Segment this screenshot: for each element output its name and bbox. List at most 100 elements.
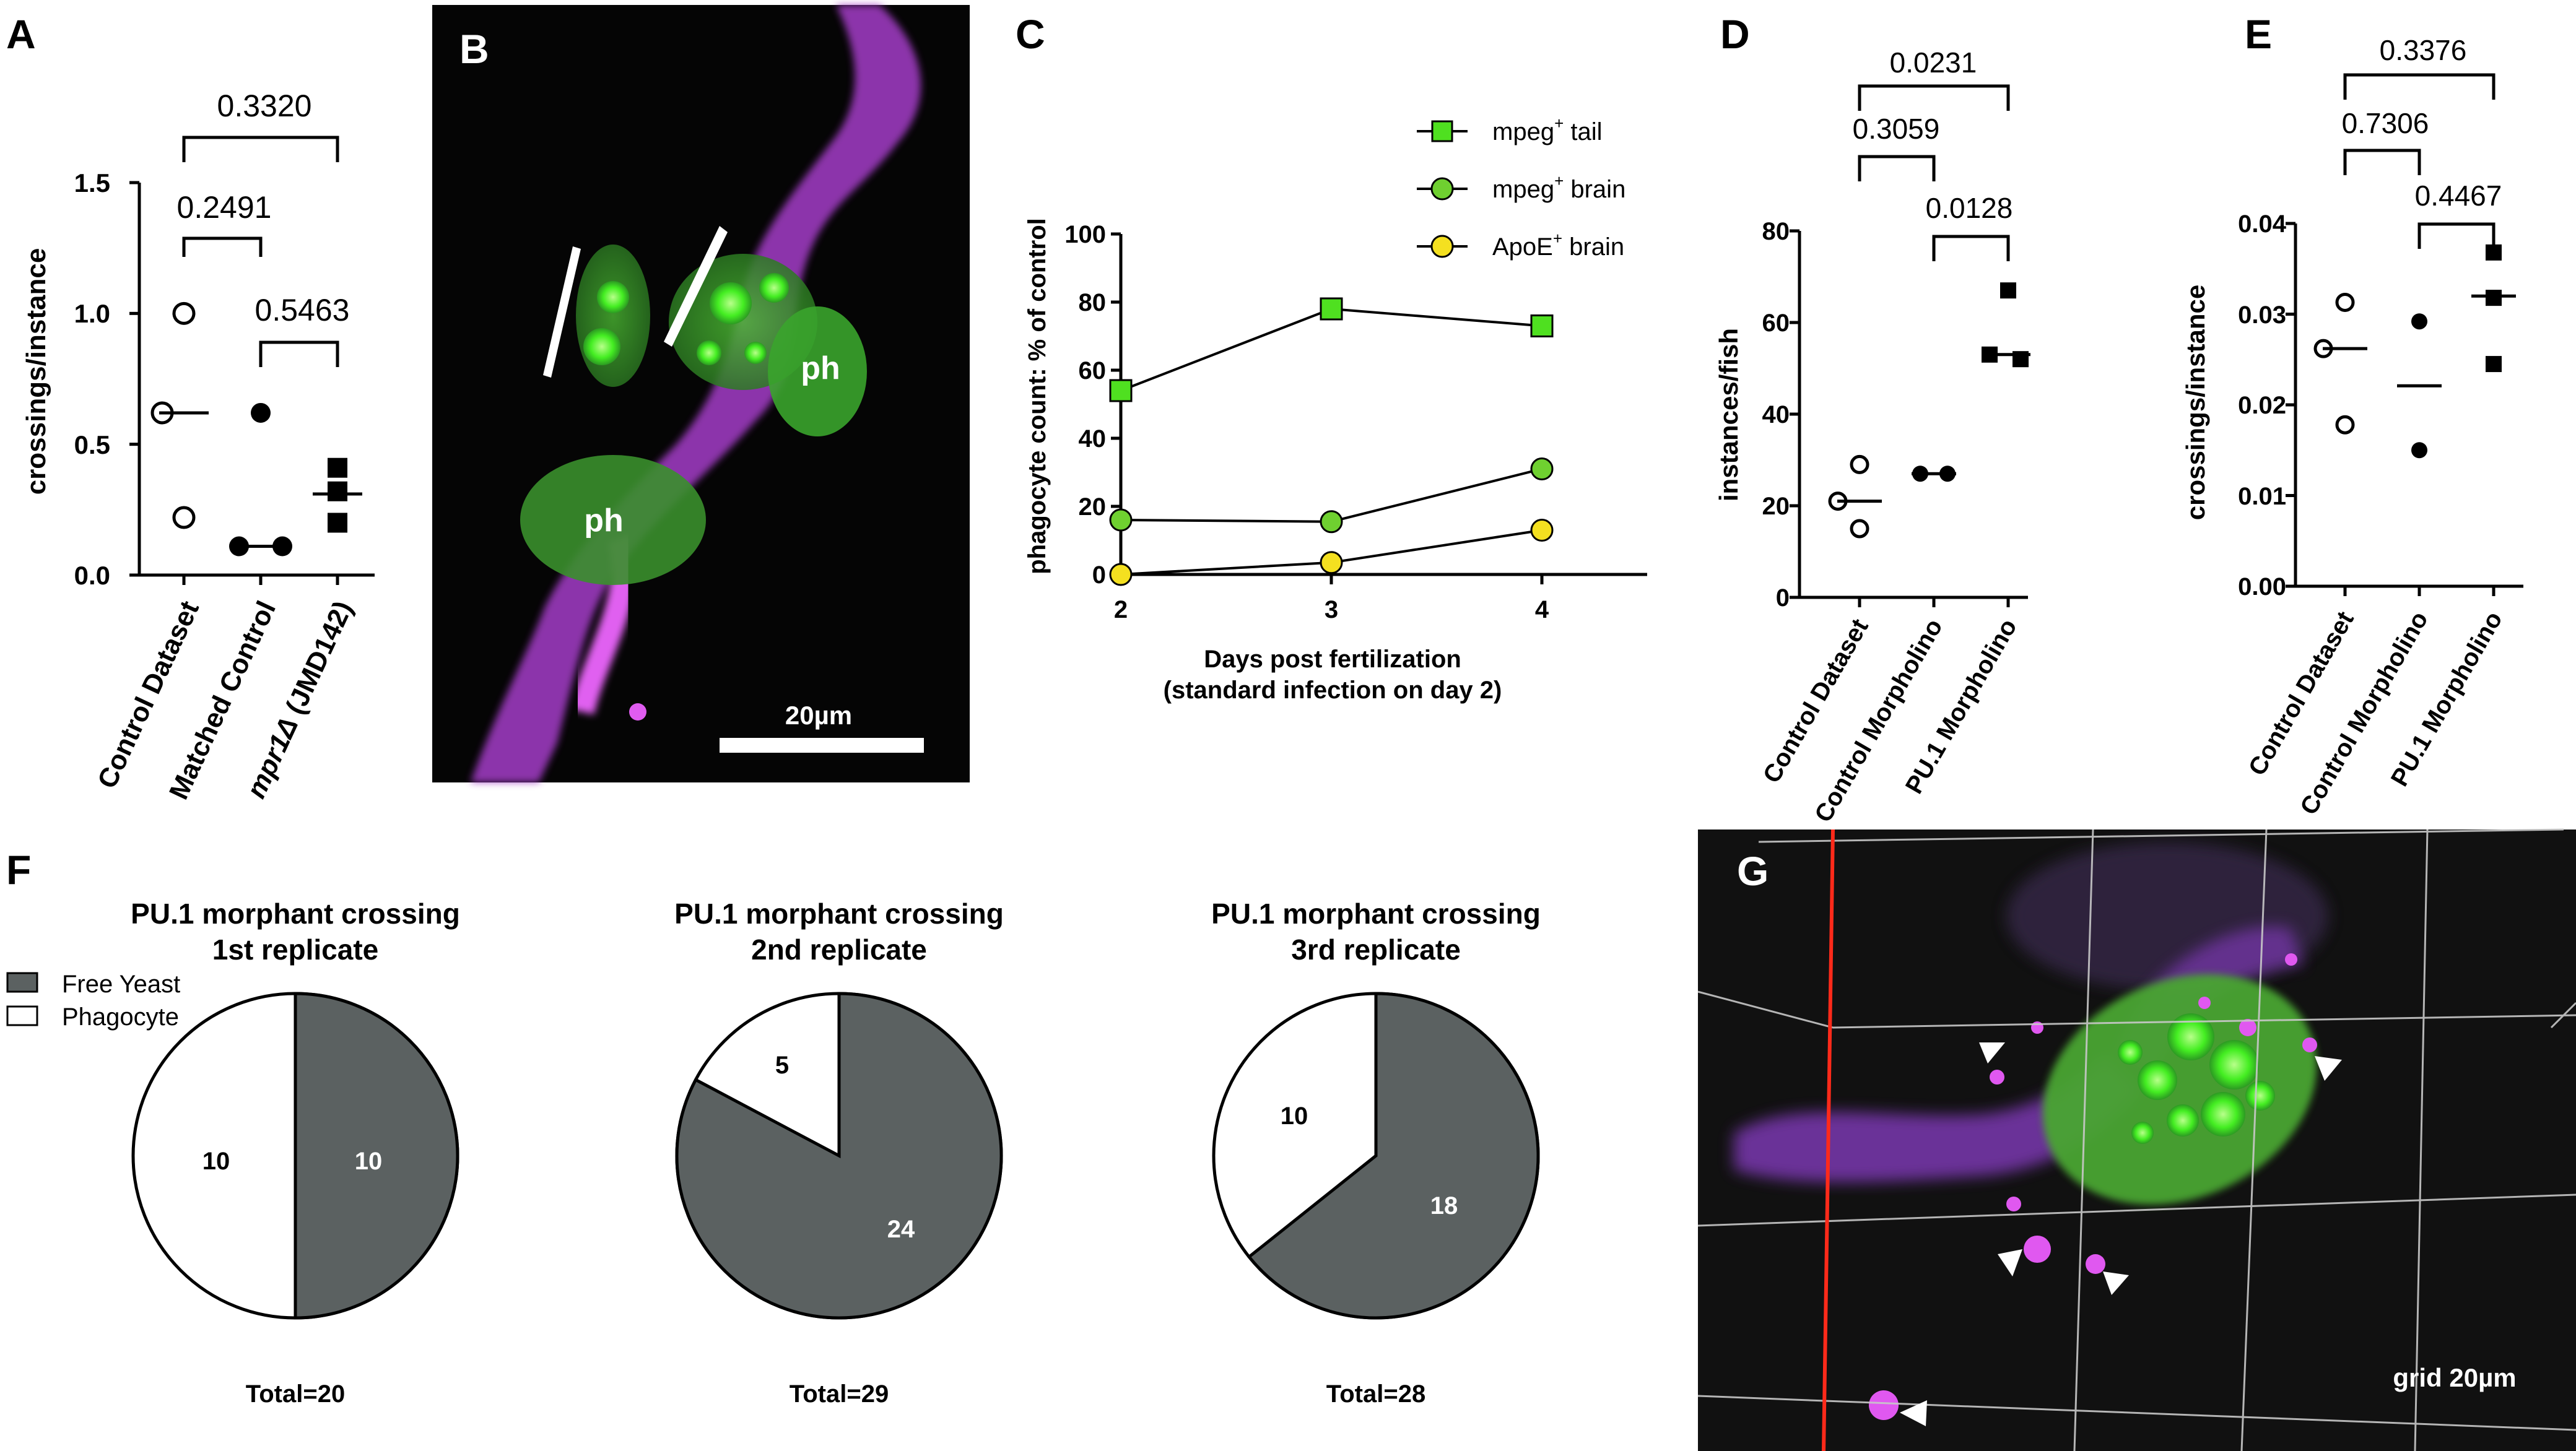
grid-line — [2414, 829, 2429, 1451]
arrowhead-marker — [1900, 1400, 1927, 1426]
phagocyte-label: ph — [801, 350, 840, 386]
pie-subtitle: 1st replicate — [212, 933, 378, 966]
pie-total: Total=20 — [246, 1380, 345, 1408]
open-circle-point — [2335, 292, 2355, 312]
x-tick-label: Control Morpholino — [2295, 607, 2434, 820]
legend-marker-circle — [1430, 235, 1454, 258]
yeast-cell — [583, 328, 620, 365]
significance-bracket — [2343, 73, 2496, 100]
circle-point — [1109, 508, 1133, 532]
legend-label: ApoE+ brain — [1492, 229, 1624, 261]
y-tick-label: 0.0 — [74, 561, 110, 590]
y-tick-label: 20 — [1762, 493, 1790, 520]
panel-letter-c: C — [1016, 11, 1045, 57]
pie-value-label: 10 — [1281, 1102, 1308, 1130]
phagocyte-cell — [768, 306, 867, 436]
y-tick-label: 20 — [1079, 493, 1107, 521]
magenta-spot — [629, 703, 646, 721]
yeast-cell — [2167, 1104, 2199, 1137]
y-tick-labels-e: 0.00 0.01 0.02 0.03 0.04 — [2238, 210, 2287, 600]
y-tick-label: 60 — [1762, 310, 1790, 337]
x-tick-labels-d: Control Dataset Control Morpholino PU.1 … — [1758, 615, 2022, 827]
pie-total: Total=28 — [1326, 1380, 1425, 1408]
circle-point — [1320, 551, 1343, 574]
panel-d: D instances/fish 0 20 40 60 80 Control D… — [1714, 11, 2030, 827]
p-value-label: 0.2491 — [177, 190, 272, 225]
yeast-cluster — [576, 245, 650, 387]
y-tick-label: 80 — [1762, 218, 1790, 245]
filled-square-point — [2000, 282, 2016, 299]
panel-letter-a: A — [6, 11, 36, 57]
significance-bracket — [2417, 222, 2496, 249]
magenta-spot — [1869, 1390, 1899, 1420]
y-axis-label-d: instances/fish — [1714, 328, 1743, 501]
open-circle-point — [172, 301, 196, 325]
y-tick-labels-a: 0.0 0.5 1.0 1.5 — [74, 168, 110, 590]
panel-f: F Free Yeast Phagocyte PU.1 morphant cro… — [6, 847, 1541, 1408]
significance-bracket — [259, 340, 339, 367]
y-tick-label: 0.01 — [2238, 483, 2286, 510]
circle-point — [1530, 457, 1554, 480]
pie-value-label: 10 — [202, 1148, 230, 1175]
grid-line — [1697, 1193, 2576, 1227]
magenta-vessel — [1734, 1052, 2143, 1182]
arrowhead-marker — [2315, 1056, 2342, 1081]
p-value-label: 0.3320 — [217, 89, 312, 123]
y-tick-label: 0.03 — [2238, 301, 2286, 329]
arrowheads — [1900, 1042, 2342, 1426]
filled-square-point — [2486, 290, 2502, 306]
yeast-cell — [759, 273, 789, 303]
yeast-cell — [2118, 1040, 2143, 1065]
pie-slices: 10 10 — [131, 992, 459, 1320]
pie-title: PU.1 morphant crossing — [1211, 898, 1541, 930]
x-tick-label: Control Morpholino — [1809, 615, 1948, 827]
3d-grid — [1697, 828, 2576, 1451]
pie-subtitle: 3rd replicate — [1291, 933, 1461, 966]
magenta-spot — [2239, 1019, 2256, 1036]
grid-scale-label: grid 20µm — [2393, 1363, 2516, 1392]
y-tick-label: 100 — [1064, 221, 1106, 248]
y-tick-label: 0.02 — [2238, 392, 2286, 419]
micrograph-b: ph ph 20µm — [471, 5, 924, 782]
pie-subtitle: 2nd replicate — [751, 933, 927, 966]
scale-bar — [720, 738, 924, 753]
scale-bar-label: 20µm — [785, 701, 852, 730]
filled-circle-point — [2411, 313, 2427, 330]
p-value-label: 0.0128 — [1926, 192, 2013, 224]
pie-slices: 24 5 — [675, 992, 1003, 1320]
x-tick-labels-a: Control Dataset Matched Control mpr1Δ (J… — [92, 596, 359, 804]
panel-letter-b: B — [459, 26, 489, 72]
p-value-label: 0.0231 — [1890, 46, 1977, 79]
pie-chart-2: PU.1 morphant crossing 2nd replicate 24 5… — [674, 898, 1004, 1408]
square-point — [1530, 314, 1554, 337]
significance-brackets-a: 0.3320 0.2491 0.5463 — [177, 89, 350, 367]
pie-value-label: 10 — [355, 1148, 383, 1175]
arrowhead-marker — [1979, 1042, 2005, 1063]
y-tick-label: 0 — [1776, 584, 1790, 612]
p-value-label: 0.5463 — [255, 293, 350, 327]
grid-line — [2073, 829, 2094, 1451]
significance-bracket — [2343, 149, 2421, 175]
y-tick-label: 1.0 — [74, 299, 110, 328]
panel-letter-f: F — [6, 847, 31, 893]
circle-point — [1530, 519, 1554, 542]
y-tick-label: 0 — [1092, 561, 1106, 589]
grid-line — [2240, 829, 2268, 1451]
magenta-spot — [2302, 1037, 2317, 1052]
magenta-spot — [2006, 1197, 2021, 1211]
grid-line — [1758, 828, 2564, 843]
y-tick-labels-d: 0 20 40 60 80 — [1762, 218, 1790, 612]
yeast-cell — [2245, 1081, 2275, 1111]
significance-brackets-e: 0.3376 0.7306 0.4467 — [2342, 34, 2502, 249]
pie-title: PU.1 morphant crossing — [674, 898, 1004, 930]
magenta-spot — [1990, 1070, 2004, 1085]
legend-marker-circle — [1430, 177, 1454, 201]
series-lines-c — [1109, 297, 1554, 586]
panel-a: A crossings/instance 0.0 0.5 1.0 1.5 Con… — [6, 11, 375, 804]
panel-g: grid 20µm G — [1697, 828, 2576, 1451]
axes-c — [1111, 232, 1647, 584]
pie-value-label: 5 — [775, 1052, 789, 1079]
micrograph-g: grid 20µm — [1697, 828, 2576, 1451]
arrowhead-marker — [1998, 1249, 2022, 1276]
